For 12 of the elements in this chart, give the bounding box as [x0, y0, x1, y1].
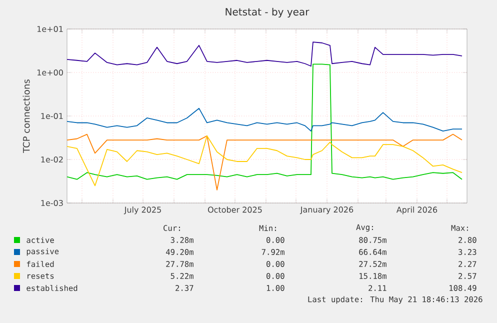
- y-tick-label: 1e-01: [41, 112, 63, 120]
- x-tick-label: July 2025: [124, 206, 161, 214]
- y-tick-label: 1e+00: [37, 69, 63, 76]
- x-tick-label: October 2025: [208, 206, 262, 213]
- line-series: [67, 108, 462, 132]
- x-tick-label: April 2026: [396, 206, 438, 214]
- y-axis-title: TCP connections: [22, 80, 30, 153]
- chart-title: Netstat - by year: [226, 8, 310, 18]
- y-tick-label: 1e-03: [41, 200, 63, 206]
- y-tick-label: 1e+01: [37, 26, 63, 32]
- y-tick-label: 1e-02: [41, 156, 63, 163]
- x-tick-label: January 2026: [300, 206, 354, 214]
